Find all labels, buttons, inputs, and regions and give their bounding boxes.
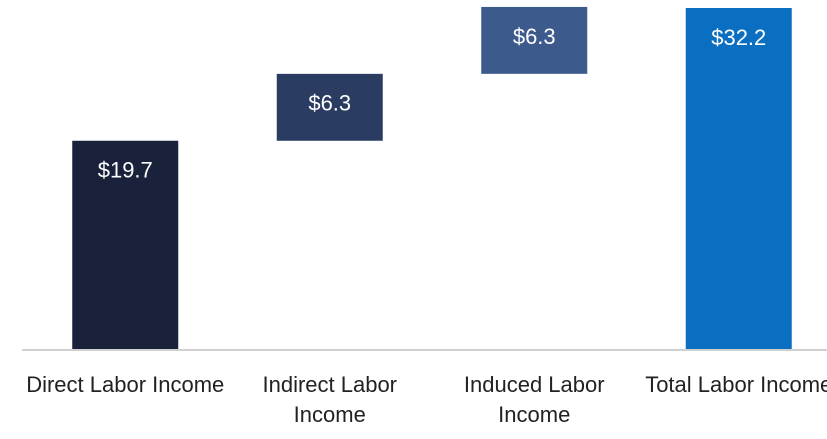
value-label: $32.2 [711, 25, 766, 50]
x-tick-label: Indirect Labor Income [262, 372, 398, 427]
x-tick-label: Total Labor Income [645, 372, 827, 397]
bar [685, 8, 792, 350]
value-label: $6.3 [308, 91, 351, 116]
bar [276, 73, 383, 141]
value-label: $6.3 [513, 24, 556, 49]
value-label: $19.7 [98, 158, 153, 183]
x-tick-label: Induced Labor Income [463, 372, 605, 427]
bar [72, 140, 179, 350]
x-tick-label: Direct Labor Income [26, 372, 225, 397]
bar [481, 6, 588, 74]
